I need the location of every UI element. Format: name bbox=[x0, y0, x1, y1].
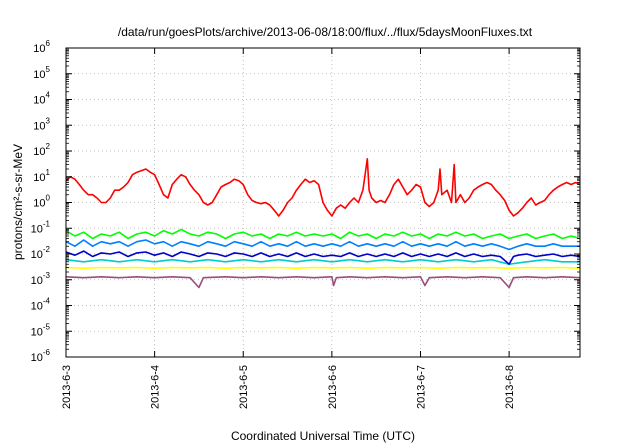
y-tick-label: 103 bbox=[33, 116, 50, 132]
y-tick-label: 10-6 bbox=[31, 348, 51, 364]
y-tick-exponent: 0 bbox=[46, 194, 51, 203]
chart-series bbox=[65, 158, 581, 289]
y-tick-exponent: -5 bbox=[43, 322, 51, 331]
y-tick-exponent: -6 bbox=[43, 348, 51, 357]
y-tick-label: 10-2 bbox=[31, 245, 51, 261]
x-tick-label: 2013-6-7 bbox=[415, 365, 427, 409]
y-tick-exponent: 1 bbox=[46, 168, 51, 177]
x-tick-label: 2013-6-3 bbox=[61, 365, 73, 409]
x-tick-label: 2013-6-6 bbox=[327, 365, 339, 409]
y-tick-label: 106 bbox=[33, 39, 50, 55]
y-tick-exponent: 4 bbox=[46, 91, 51, 100]
y-tick-label: 10-1 bbox=[31, 219, 51, 235]
x-tick-label: 2013-6-8 bbox=[504, 365, 516, 409]
x-tick-label: 2013-6-5 bbox=[238, 365, 250, 409]
y-tick-exponent: -1 bbox=[43, 219, 51, 228]
series-line bbox=[65, 228, 581, 240]
series-line bbox=[65, 266, 581, 269]
chart-grid bbox=[66, 48, 580, 357]
y-tick-label: 102 bbox=[33, 142, 50, 158]
y-tick-label: 10-3 bbox=[31, 271, 51, 287]
y-tick-label: 10-5 bbox=[31, 322, 51, 338]
y-tick-exponent: 6 bbox=[46, 39, 51, 48]
y-tick-exponent: -4 bbox=[43, 297, 51, 306]
series-line bbox=[65, 250, 581, 265]
y-axis-title-text: protons/cm²-s-sr-MeV bbox=[11, 144, 25, 260]
y-tick-exponent: -2 bbox=[43, 245, 51, 254]
y-tick-exponent: -3 bbox=[43, 271, 51, 280]
y-tick-label: 101 bbox=[33, 168, 50, 184]
y-tick-label: 10-4 bbox=[31, 297, 51, 313]
y-tick-label: 104 bbox=[33, 91, 50, 107]
x-axis: 2013-6-3 2013-6-4 2013-6-5 2013-6-6 2013-6-7… bbox=[61, 48, 516, 409]
chart-title: /data/run/goesPlots/archive/2013-06-08/1… bbox=[118, 25, 533, 39]
series-line bbox=[65, 258, 580, 265]
y-tick-exponent: 2 bbox=[46, 142, 51, 151]
y-tick-label: 100 bbox=[33, 194, 50, 210]
y-axis-title: protons/cm²-s-sr-MeV bbox=[11, 144, 25, 260]
y-axis: 10-610-510-410-310-210-11001011021031041… bbox=[31, 39, 580, 364]
series-line bbox=[65, 158, 581, 217]
y-tick-label: 105 bbox=[33, 65, 50, 81]
x-tick-label: 2013-6-4 bbox=[150, 365, 162, 409]
y-tick-exponent: 5 bbox=[46, 65, 51, 74]
x-axis-title: Coordinated Universal Time (UTC) bbox=[231, 429, 415, 443]
series-line bbox=[65, 239, 580, 251]
series-line bbox=[65, 276, 581, 289]
y-tick-exponent: 3 bbox=[46, 116, 51, 125]
